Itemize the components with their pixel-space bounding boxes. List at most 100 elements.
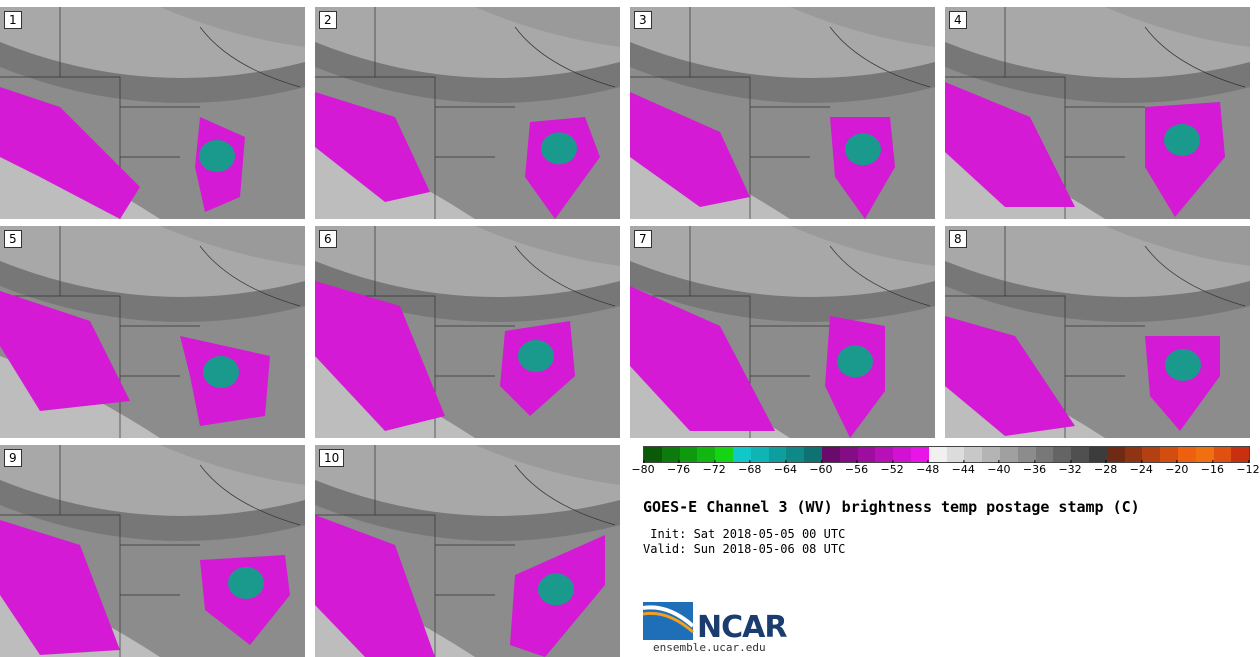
colorbar-segment (1195, 447, 1214, 462)
water-vapor-field-map (0, 226, 305, 438)
western-moisture-plume (945, 316, 1075, 436)
colorbar-segment (910, 447, 929, 462)
cold-cloud-core (518, 340, 554, 372)
storm-system (1145, 336, 1220, 431)
colorbar-segment (750, 447, 769, 462)
brightness-band (0, 480, 305, 541)
brightness-band (475, 7, 620, 47)
logo-name: NCAR (697, 610, 787, 645)
state-border (829, 245, 931, 307)
colorbar-segment (644, 447, 662, 462)
brightness-band (160, 226, 305, 266)
western-moisture-plume (0, 87, 140, 219)
colorbar-tick-label: −28 (1094, 460, 1118, 476)
colorbar-tick-label: −72 (702, 460, 726, 476)
colorbar-segment (1017, 447, 1036, 462)
brightness-band (0, 42, 305, 103)
colorbar-tick-label: −44 (951, 460, 975, 476)
water-vapor-field-map (630, 7, 935, 219)
colorbar-segment (1106, 447, 1125, 462)
init-time: Init: Sat 2018-05-05 00 UTC (643, 527, 846, 541)
colorbar-segment (821, 447, 840, 462)
colorbar-tick-label: −16 (1200, 460, 1225, 476)
western-moisture-plume (630, 92, 750, 207)
colorbar-segment (697, 447, 716, 462)
colorbar-segment (982, 447, 1000, 462)
colorbar-tick-label: −52 (880, 460, 904, 476)
ensemble-member-panel-5: 5 (0, 226, 305, 438)
water-vapor-field-map (630, 226, 935, 438)
brightness-band (160, 7, 305, 47)
panel-number: 9 (4, 449, 22, 467)
ensemble-member-panel-8: 8 (945, 226, 1250, 438)
colorbar-segment (786, 447, 805, 462)
ensemble-member-panel-10: 10 (315, 445, 620, 657)
brightness-band (1105, 7, 1250, 47)
colorbar-segment (857, 447, 876, 462)
colorbar-segment (1124, 447, 1143, 462)
colorbar-segment (1231, 447, 1250, 462)
water-vapor-field-map (315, 445, 620, 657)
state-border (1144, 245, 1246, 307)
colorbar-tick-label: −24 (1129, 460, 1153, 476)
colorbar-tick-label: −32 (1058, 460, 1082, 476)
water-vapor-field-map (945, 7, 1250, 219)
state-border (1144, 26, 1246, 88)
western-moisture-plume (315, 92, 430, 202)
state-border (514, 464, 616, 526)
cold-cloud-core (845, 133, 881, 166)
colorbar-tick-label: −12 (1236, 460, 1260, 476)
cold-cloud-core (1165, 349, 1201, 381)
brightness-band (0, 261, 305, 322)
colorbar-segment (839, 447, 858, 462)
colorbar-tick-label: −64 (773, 460, 797, 476)
brightness-band (945, 261, 1250, 322)
colorbar (643, 446, 1250, 463)
logo-url: ensemble.ucar.edu (653, 641, 766, 654)
colorbar-segment (875, 447, 894, 462)
ensemble-member-panel-3: 3 (630, 7, 935, 219)
brightness-band (315, 42, 620, 103)
colorbar-segment (964, 447, 983, 462)
colorbar-tick-label: −68 (738, 460, 762, 476)
western-moisture-plume (630, 286, 775, 431)
product-title: GOES-E Channel 3 (WV) brightness temp po… (643, 498, 1140, 516)
colorbar-segment (768, 447, 787, 462)
western-moisture-plume (0, 520, 120, 655)
western-moisture-plume (0, 291, 130, 411)
ensemble-member-panel-1: 1 (0, 7, 305, 219)
state-border (199, 245, 301, 307)
ensemble-member-panel-9: 9 (0, 445, 305, 657)
colorbar-segment (1035, 447, 1054, 462)
state-border (514, 245, 616, 307)
state-border (315, 76, 436, 219)
valid-time: Valid: Sun 2018-05-06 08 UTC (643, 542, 846, 556)
state-border (0, 514, 121, 657)
cold-cloud-core (538, 573, 574, 606)
colorbar-segment (715, 447, 733, 462)
brightness-band (315, 480, 620, 541)
storm-system (1145, 102, 1225, 217)
panel-number: 7 (634, 230, 652, 248)
water-vapor-field-map (0, 7, 305, 219)
colorbar-segment (1213, 447, 1232, 462)
ncar-logo-icon (643, 602, 695, 640)
state-border (630, 76, 751, 219)
ensemble-member-panel-4: 4 (945, 7, 1250, 219)
water-vapor-field-map (945, 226, 1250, 438)
cold-cloud-core (1164, 124, 1200, 156)
state-border (514, 26, 616, 88)
colorbar-segment (1053, 447, 1072, 462)
water-vapor-field-map (0, 445, 305, 657)
ensemble-member-panel-7: 7 (630, 226, 935, 438)
colorbar-segment (946, 447, 965, 462)
colorbar-segment (661, 447, 680, 462)
cold-cloud-core (203, 356, 239, 388)
brightness-band (160, 445, 305, 485)
brightness-band (790, 7, 935, 47)
colorbar-segment (928, 447, 947, 462)
state-border (945, 76, 1066, 219)
state-border (945, 295, 1066, 438)
colorbar-segment (1177, 447, 1196, 462)
panel-number: 8 (949, 230, 967, 248)
